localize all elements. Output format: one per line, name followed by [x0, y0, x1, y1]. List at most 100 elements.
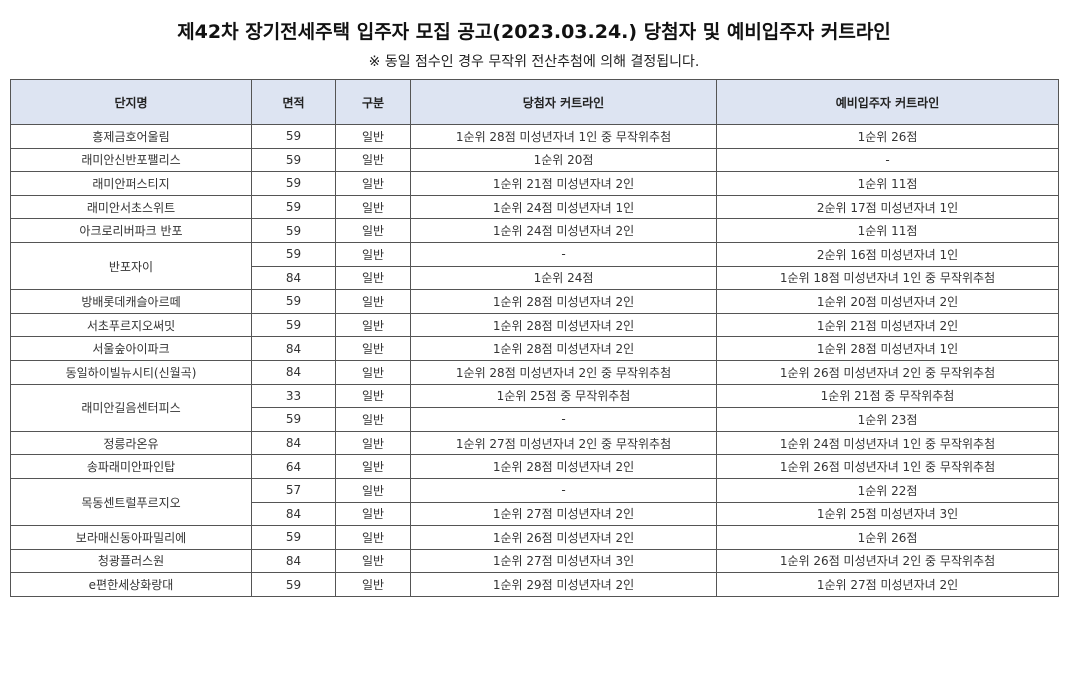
table-row: 아크로리버파크 반포 59 일반 1순위 24점 미성년자녀 2인 1순위 11점: [10, 218, 1059, 243]
type-cell: 일반: [335, 477, 411, 503]
reserve-cutline-cell: 1순위 26점 미성년자녀 2인 중 무작위추첨: [716, 548, 1059, 574]
complex-name-cell: 정릉라온유: [10, 430, 252, 456]
complex-name-cell: 반포자이: [10, 241, 252, 291]
reserve-cutline-cell: 1순위 11점: [716, 171, 1059, 196]
reserve-cutline-cell: 1순위 21점 미성년자녀 2인: [716, 312, 1059, 338]
header-reserve-cutline: 예비입주자 커트라인: [716, 79, 1059, 125]
table-row: 84 일반 1순위 27점 미성년자녀 2인 1순위 25점 미성년자녀 3인: [11, 501, 1059, 527]
table-row: 래미안신반포팰리스 59 일반 1순위 20점 -: [10, 147, 1059, 173]
area-cell: 59: [251, 147, 336, 173]
area-cell: 59: [251, 572, 336, 597]
area-cell: 59: [251, 218, 336, 243]
type-cell: 일반: [335, 407, 411, 432]
reserve-cutline-cell: 1순위 28점 미성년자녀 1인: [716, 336, 1059, 361]
complex-name-cell: 동일하이빌뉴시티(신월곡): [10, 359, 252, 385]
reserve-cutline-cell: 1순위 21점 중 무작위추첨: [716, 383, 1059, 409]
type-cell: 일반: [335, 241, 411, 267]
table-row: 정릉라온유 84 일반 1순위 27점 미성년자녀 2인 중 무작위추첨 1순위 24점…: [10, 430, 1059, 456]
area-cell: 84: [251, 548, 336, 574]
reserve-cutline-cell: 1순위 20점 미성년자녀 2인: [716, 289, 1059, 314]
type-cell: 일반: [335, 312, 411, 338]
winner-cutline-cell: 1순위 28점 미성년자녀 2인: [410, 312, 717, 338]
complex-name-cell: 방배롯데캐슬아르떼: [10, 289, 252, 314]
winner-cutline-cell: 1순위 25점 중 무작위추첨: [410, 383, 717, 409]
reserve-cutline-cell: 2순위 17점 미성년자녀 1인: [716, 194, 1059, 220]
winner-cutline-cell: 1순위 24점 미성년자녀 2인: [410, 218, 717, 243]
area-cell: 33: [251, 383, 336, 409]
winner-cutline-cell: 1순위 28점 미성년자녀 2인: [410, 289, 717, 314]
reserve-cutline-cell: 1순위 18점 미성년자녀 1인 중 무작위추첨: [716, 265, 1059, 291]
type-cell: 일반: [335, 548, 411, 574]
reserve-cutline-cell: 2순위 16점 미성년자녀 1인: [716, 241, 1059, 267]
complex-name-cell: 아크로리버파크 반포: [10, 218, 252, 243]
type-cell: 일반: [335, 501, 411, 527]
type-cell: 일반: [335, 336, 411, 361]
winner-cutline-cell: -: [410, 407, 717, 432]
page-subtitle: ※ 동일 점수인 경우 무작위 전산추첨에 의해 결정됩니다.: [368, 54, 700, 70]
area-cell: 59: [251, 289, 336, 314]
complex-name-cell: 흥제금호어울림: [10, 124, 252, 149]
reserve-cutline-cell: 1순위 26점: [716, 124, 1059, 149]
reserve-cutline-cell: 1순위 23점: [716, 407, 1059, 432]
type-cell: 일반: [335, 454, 411, 479]
reserve-cutline-cell: 1순위 26점 미성년자녀 2인 중 무작위추첨: [716, 359, 1059, 385]
reserve-cutline-cell: -: [716, 147, 1059, 173]
winner-cutline-cell: 1순위 24점 미성년자녀 1인: [410, 194, 717, 220]
type-cell: 일반: [335, 525, 411, 550]
type-cell: 일반: [335, 383, 411, 409]
complex-name-cell: 송파래미안파인탑: [10, 454, 252, 479]
complex-name-cell: 래미안서초스위트: [10, 194, 252, 220]
table-row: 목동센트럴푸르지오 57 일반 -1순위 22점: [10, 477, 1059, 527]
winner-cutline-cell: 1순위 28점 미성년자녀 1인 중 무작위추첨: [410, 124, 717, 149]
type-cell: 일반: [335, 147, 411, 173]
winner-cutline-cell: 1순위 20점: [410, 147, 717, 173]
table-body: 흥제금호어울림 59 일반 1순위 28점 미성년자녀 1인 중 무작위추첨 1순위 2…: [10, 124, 1059, 597]
page-title: 제42차 장기전세주택 입주자 모집 공고(2023.03.24.) 당첨자 및…: [177, 21, 891, 43]
table-row: 흥제금호어울림 59 일반 1순위 28점 미성년자녀 1인 중 무작위추첨 1순위 2…: [10, 124, 1059, 149]
complex-name-cell: 래미안퍼스티지: [10, 171, 252, 196]
winner-cutline-cell: 1순위 24점: [410, 265, 717, 291]
table-row: 서초푸르지오써밋 59 일반 1순위 28점 미성년자녀 2인 1순위 21점 미성년자…: [10, 312, 1059, 338]
winner-cutline-cell: 1순위 28점 미성년자녀 2인: [410, 454, 717, 479]
reserve-cutline-cell: 1순위 25점 미성년자녀 3인: [716, 501, 1059, 527]
complex-name-cell: 서울숲아이파크: [10, 336, 252, 361]
complex-name-cell: 목동센트럴푸르지오: [10, 477, 252, 527]
table-row: 보라매신동아파밀리에 59 일반 1순위 26점 미성년자녀 2인 1순위 26점: [10, 525, 1059, 550]
area-cell: 59: [251, 241, 336, 267]
table-header-row: 단지명 면적 구분 당첨자 커트라인 예비입주자 커트라인: [10, 79, 1059, 125]
table-row: 래미안퍼스티지 59 일반 1순위 21점 미성년자녀 2인 1순위 11점: [10, 171, 1059, 196]
area-cell: 59: [251, 312, 336, 338]
reserve-cutline-cell: 1순위 11점: [716, 218, 1059, 243]
complex-name-cell: 래미안길음센터피스: [10, 383, 252, 432]
table-row: 서울숲아이파크 84 일반 1순위 28점 미성년자녀 2인 1순위 28점 미성년자녀…: [10, 336, 1059, 361]
complex-name-cell: 청광플러스원: [10, 548, 252, 574]
reserve-cutline-cell: 1순위 27점 미성년자녀 2인: [716, 572, 1059, 597]
winner-cutline-cell: 1순위 28점 미성년자녀 2인 중 무작위추첨: [410, 359, 717, 385]
type-cell: 일반: [335, 194, 411, 220]
table-row: e편한세상화랑대 59 일반 1순위 29점 미성년자녀 2인 1순위 27점 미성년자…: [10, 572, 1059, 597]
table-row: 반포자이 59 일반 -2순위 16점 미성년자녀 1인: [10, 241, 1059, 291]
complex-name-cell: 래미안신반포팰리스: [10, 147, 252, 173]
winner-cutline-cell: 1순위 27점 미성년자녀 2인 중 무작위추첨: [410, 430, 717, 456]
winner-cutline-cell: 1순위 28점 미성년자녀 2인: [410, 336, 717, 361]
header-area: 면적: [251, 79, 336, 125]
complex-name-cell: 서초푸르지오써밋: [10, 312, 252, 338]
complex-name-cell: e편한세상화랑대: [10, 572, 252, 597]
area-cell: 84: [251, 336, 336, 361]
header-winner-cutline: 당첨자 커트라인: [410, 79, 717, 125]
winner-cutline-cell: 1순위 26점 미성년자녀 2인: [410, 525, 717, 550]
area-cell: 84: [251, 359, 336, 385]
winner-cutline-cell: -: [410, 477, 717, 503]
table-row: 송파래미안파인탑 64 일반 1순위 28점 미성년자녀 2인 1순위 26점 미성년자…: [10, 454, 1059, 479]
table-row: 59 일반 -1순위 23점: [11, 407, 1059, 432]
area-cell: 59: [251, 124, 336, 149]
area-cell: 84: [251, 501, 336, 527]
reserve-cutline-cell: 1순위 26점 미성년자녀 1인 중 무작위추첨: [716, 454, 1059, 479]
area-cell: 84: [251, 430, 336, 456]
area-cell: 64: [251, 454, 336, 479]
type-cell: 일반: [335, 171, 411, 196]
table-row: 방배롯데캐슬아르떼 59 일반 1순위 28점 미성년자녀 2인 1순위 20점 미성년…: [10, 289, 1059, 314]
table-row: 동일하이빌뉴시티(신월곡) 84 일반 1순위 28점 미성년자녀 2인 중 무작위추…: [10, 359, 1059, 385]
winner-cutline-cell: 1순위 29점 미성년자녀 2인: [410, 572, 717, 597]
type-cell: 일반: [335, 430, 411, 456]
